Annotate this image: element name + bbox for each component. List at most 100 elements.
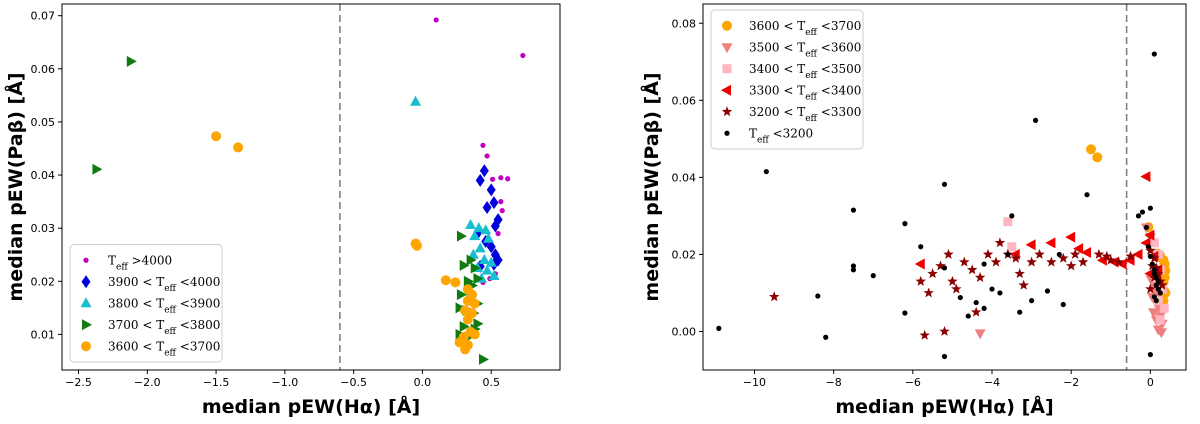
right-point [1084, 192, 1090, 198]
left-ylabel: median pEW(Paβ) [Å] [3, 72, 27, 301]
right-point [1148, 308, 1160, 319]
right-point [1149, 261, 1155, 267]
right-point [1065, 260, 1077, 271]
legend-label-suffix: <3500 [817, 62, 861, 76]
right-point [1005, 251, 1011, 258]
left-point [469, 230, 481, 241]
right-legend-marker [721, 84, 731, 96]
right-point [1096, 254, 1107, 266]
right-legend-marker [721, 106, 733, 117]
right-point [947, 275, 958, 286]
left-legend-marker [81, 275, 91, 289]
right-point [1085, 144, 1096, 155]
right-point [1065, 231, 1076, 243]
left-legend-box [69, 244, 223, 363]
right-point [973, 299, 979, 306]
legend-label-suffix: <3600 [817, 40, 861, 54]
legend-label-subscript: eff [757, 135, 769, 145]
right-legend-label: 3500 < Teff <3600 [749, 40, 861, 59]
legend-label-suffix: <3900 [176, 296, 220, 310]
right-point [927, 268, 938, 279]
right-point [1155, 315, 1165, 325]
right-point [997, 290, 1003, 296]
right-xlabel: median pEW(Hα) [Å] [835, 394, 1053, 418]
right-point [935, 260, 946, 271]
right-point [1073, 243, 1084, 255]
right-point [850, 267, 857, 273]
legend-label-prefix: 3500 < T [749, 40, 805, 54]
right-point [1159, 303, 1169, 313]
legend-label-prefix: 3400 < T [749, 62, 805, 76]
right-point [1147, 253, 1153, 259]
right-point [939, 325, 950, 336]
right-point [941, 353, 948, 360]
left-point [489, 196, 499, 210]
legend-label-subscript: eff [164, 327, 176, 337]
right-point [1145, 283, 1156, 294]
right-point [1139, 209, 1146, 215]
legend-label-subscript: eff [805, 114, 817, 124]
left-legend-label: 3800 < Teff <3900 [108, 296, 220, 315]
left-point [462, 314, 473, 325]
left-point [126, 55, 137, 67]
right-point [1116, 258, 1127, 270]
legend-label-prefix: T [749, 126, 757, 140]
right-point [1151, 51, 1157, 57]
legend-label-suffix: <3400 [817, 83, 861, 97]
right-point [1155, 278, 1161, 284]
legend-label-subscript: eff [805, 92, 817, 102]
left-point [433, 17, 439, 23]
right-point [1058, 252, 1069, 263]
right-point [1025, 239, 1036, 251]
right-point [1007, 242, 1017, 252]
right-point [850, 207, 857, 213]
left-point [467, 248, 479, 259]
right-point [1145, 245, 1156, 256]
left-xtick-label: −2.5 [65, 376, 92, 389]
left-ytick-label: 0.04 [31, 169, 56, 182]
right-point [1144, 229, 1155, 241]
left-ytick-label: 0.05 [31, 116, 56, 129]
right-point [815, 293, 821, 299]
right-point [1140, 171, 1151, 183]
left-point [92, 163, 103, 175]
right-legend-label: 3600 < Teff <3700 [749, 19, 861, 38]
right-point [1153, 282, 1159, 288]
right-legend-marker [724, 130, 730, 136]
left-point [473, 222, 485, 233]
right-legend-label: 3200 < Teff <3300 [749, 105, 861, 124]
right-point [1044, 288, 1051, 294]
right-xtick-label: −8 [826, 376, 842, 389]
left-point [480, 224, 492, 235]
right-point [902, 221, 908, 227]
right-point [1135, 213, 1142, 219]
right-ylabel: median pEW(Paβ) [Å] [639, 72, 663, 301]
right-point [1132, 248, 1143, 260]
right-point [923, 287, 934, 298]
left-point [233, 142, 244, 153]
left-point [465, 218, 477, 229]
right-point [1014, 268, 1025, 279]
legend-label-suffix: <3200 [769, 126, 813, 140]
right-point [990, 256, 1002, 267]
right-point [1157, 290, 1163, 296]
right-point [1151, 271, 1157, 277]
left-points [92, 17, 526, 365]
right-point [769, 291, 780, 302]
left-point [475, 173, 485, 187]
left-point [499, 208, 505, 214]
right-point [1003, 217, 1013, 227]
left-point [440, 275, 451, 286]
left-legend-label: 3900 < Teff <4000 [108, 275, 220, 294]
legend-label-suffix: <4000 [176, 275, 220, 289]
right-point [915, 275, 926, 286]
right-point [1093, 248, 1105, 259]
left-point [480, 142, 486, 148]
right-point [1157, 279, 1168, 290]
right-point [1155, 328, 1167, 339]
legend-label-prefix: 3200 < T [749, 105, 805, 119]
right-point [716, 325, 722, 331]
right-point [1017, 309, 1023, 315]
left-point [486, 183, 496, 197]
